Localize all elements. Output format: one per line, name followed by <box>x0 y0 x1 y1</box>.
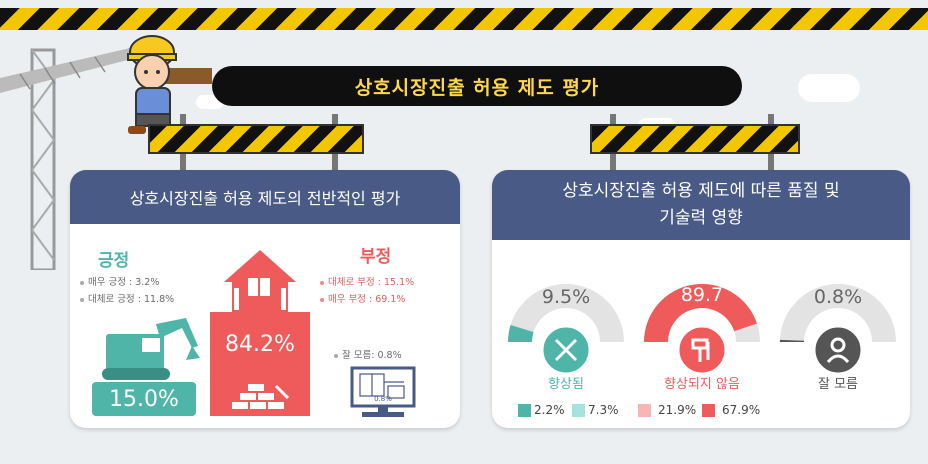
positive-label: 긍정 <box>98 251 130 271</box>
gauge-label-improved: 향상됨 <box>548 377 584 392</box>
house-icon <box>224 250 296 314</box>
positive-total-text: 15.0% <box>109 386 179 412</box>
roller-icon <box>676 324 728 376</box>
positive-total: 15.0% <box>92 382 196 416</box>
gauge-value-unknown: 0.8% <box>813 286 863 308</box>
negative-item-2-text: 매우 부정 : 69.1% <box>328 294 406 305</box>
legend-text: 21.9% <box>658 403 697 417</box>
gauge-fill <box>508 324 534 342</box>
legend-swatch <box>702 404 715 417</box>
barrier-left <box>148 124 364 154</box>
gauge-value-not-improved: 89.7 <box>680 284 724 306</box>
legend-text: 2.2% <box>534 403 565 417</box>
quality-impact-heading-line2: 기술력 영향 <box>659 208 743 228</box>
legend-text: 7.3% <box>588 403 619 417</box>
gauge-label-unknown: 잘 모름 <box>817 377 858 392</box>
positive-item-1: 매우 긍정 : 3.2% <box>80 274 159 288</box>
tools-icon-glyph <box>554 338 578 362</box>
page-title-text: 상호시장진출 허용 제도 평가 <box>354 76 600 99</box>
gauge-group <box>508 284 896 376</box>
worker-icon-glyph <box>826 337 850 364</box>
overall-evaluation-heading: 상호시장진출 허용 제도의 전반적인 평가 <box>70 170 460 224</box>
overall-evaluation-panel: 상호시장진출 허용 제도의 전반적인 평가 긍정 매우 긍정 : 3.2% 대체… <box>70 170 460 428</box>
quality-impact-heading: 상호시장진출 허용 제도에 따른 품질 및 기술력 영향 <box>492 170 910 240</box>
positive-item-2-text: 대체로 긍정 : 11.8% <box>88 294 175 305</box>
positive-item-2: 대체로 긍정 : 11.8% <box>80 291 174 305</box>
barrier-right <box>590 124 800 154</box>
negative-total: 84.2% <box>225 332 295 357</box>
hazard-stripe-top <box>0 8 928 30</box>
positive-item-1-text: 매우 긍정 : 3.2% <box>88 277 160 288</box>
unknown-item: 잘 모름: 0.8% <box>334 347 402 361</box>
cloud <box>798 74 860 102</box>
legend-swatch <box>572 404 585 417</box>
blueprint-monitor-icon <box>350 366 416 417</box>
gauge-track <box>508 284 624 342</box>
negative-item-2: 매우 부정 : 69.1% <box>320 291 405 305</box>
gauge-fill <box>780 339 805 342</box>
worker-character <box>127 35 212 134</box>
gauge-fill <box>644 284 757 342</box>
overall-evaluation-heading-text: 상호시장진출 허용 제도의 전반적인 평가 <box>129 189 401 208</box>
page-title: 상호시장진출 허용 제도 평가 <box>212 66 742 106</box>
gauge-value-improved: 9.5% <box>541 286 591 308</box>
negative-item-1-text: 대체로 부정 : 15.1% <box>328 277 415 288</box>
gauge-track <box>780 284 896 342</box>
legend-text: 67.9% <box>722 403 761 417</box>
gauge-label-not-improved: 향상되지 않음 <box>664 377 740 392</box>
monitor-value: 0.8% <box>374 395 392 403</box>
excavator-icon <box>102 318 200 380</box>
quality-impact-panel: 상호시장진출 허용 제도에 따른 품질 및 기술력 영향 9.5% 89.7 0… <box>492 170 910 428</box>
negative-label: 부정 <box>360 247 392 267</box>
negative-item-1: 대체로 부정 : 15.1% <box>320 274 414 288</box>
unknown-item-text: 잘 모름: 0.8% <box>342 350 402 361</box>
legend-swatch <box>638 404 651 417</box>
bricks-icon <box>232 384 290 409</box>
quality-impact-heading-line1: 상호시장진출 허용 제도에 따른 품질 및 <box>562 181 840 201</box>
crane-arm <box>0 48 135 93</box>
roller-icon-glyph <box>691 338 710 362</box>
legend-swatch <box>518 404 531 417</box>
crane-illustration <box>30 48 56 270</box>
